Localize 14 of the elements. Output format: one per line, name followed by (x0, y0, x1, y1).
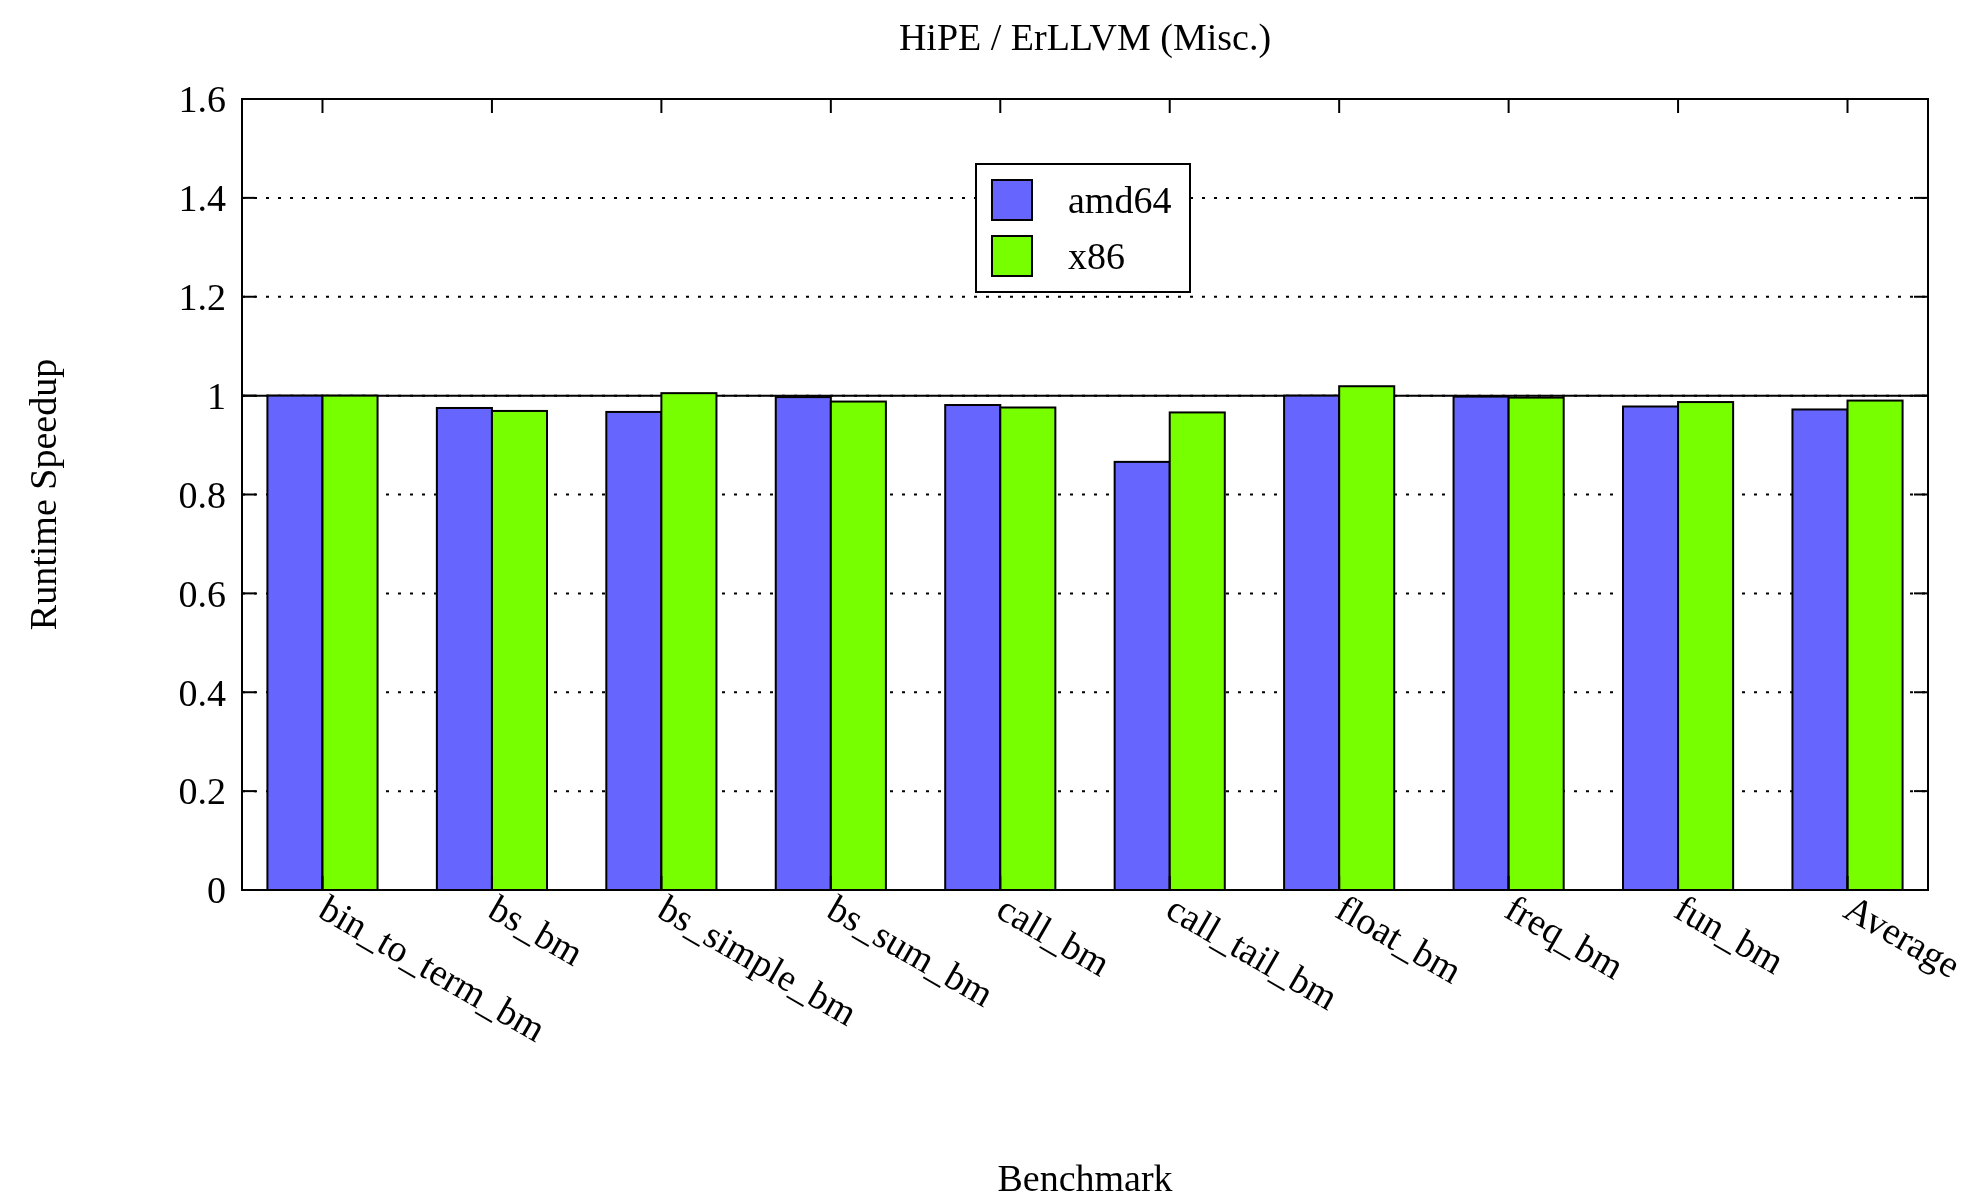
y-tick-label: 0.8 (178, 473, 226, 516)
y-tick-label: 1.2 (178, 276, 226, 319)
chart-title: HiPE / ErLLVM (Misc.) (898, 16, 1272, 59)
y-tick-label: 0.2 (178, 770, 226, 813)
y-tick-label: 0 (207, 869, 226, 912)
y-tick-label: 0.4 (178, 671, 226, 714)
legend-label: amd64 (1068, 179, 1172, 222)
x-axis-title: Benchmark (997, 1157, 1173, 1195)
y-tick-label: 1 (207, 374, 226, 417)
y-tick-label: 1.6 (178, 78, 226, 121)
y-tick-label: 1.4 (178, 177, 226, 220)
legend-label: x86 (1068, 235, 1125, 278)
y-axis-title: Runtime Speedup (22, 358, 64, 631)
y-tick-label: 0.6 (178, 572, 226, 615)
